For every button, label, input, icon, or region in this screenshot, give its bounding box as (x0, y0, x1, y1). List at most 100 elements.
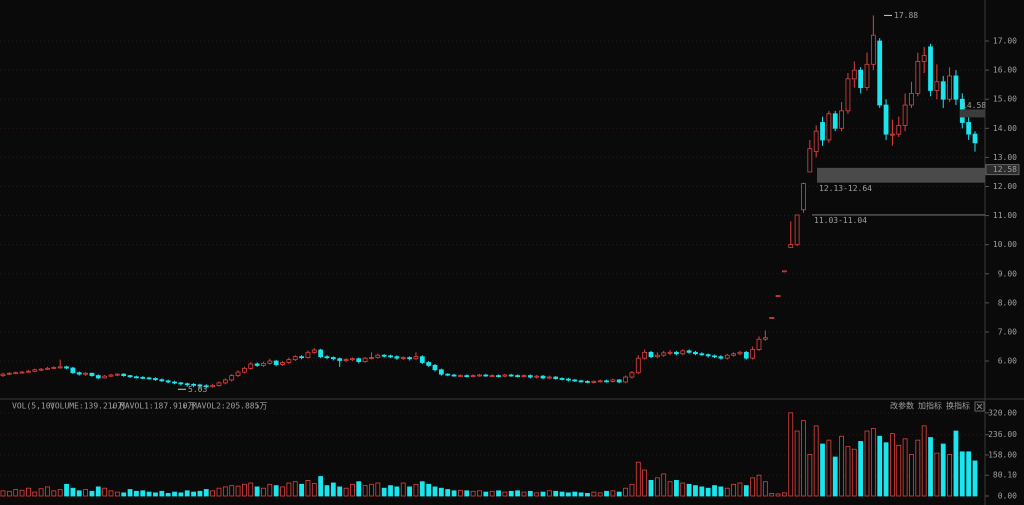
volume-bar (813, 425, 819, 497)
tool-button[interactable]: 换指标 (946, 401, 970, 411)
candle-body (407, 357, 412, 360)
volume-bar (89, 490, 95, 497)
candle-body (515, 375, 520, 377)
volume-bar (483, 491, 489, 497)
volume-bar (222, 486, 228, 497)
candle-body (248, 363, 254, 369)
candle-body (496, 375, 501, 377)
candle-body (191, 383, 196, 386)
candle-body (203, 385, 209, 388)
volume-bar (172, 491, 177, 497)
candle-body (235, 371, 241, 376)
volume-bar (57, 489, 63, 497)
close-box[interactable] (974, 401, 985, 412)
y-tick-label: 0.00 (998, 492, 1017, 501)
candle-body (546, 376, 552, 379)
candle-body (502, 374, 508, 377)
indicator-header: MAVOL2:205.885万 (192, 402, 267, 411)
candle-body (648, 351, 654, 358)
volume-bar (451, 490, 457, 497)
volume-bar (311, 483, 317, 497)
candle-body (724, 354, 730, 359)
volume-bar (667, 481, 673, 497)
candle-body (45, 367, 50, 370)
candle-body (731, 353, 736, 356)
candle-body (445, 373, 451, 376)
volume-bar (890, 433, 895, 497)
volume-bar (743, 485, 749, 497)
volume-bar (731, 483, 736, 497)
volume-bar (350, 483, 355, 497)
volume-bar (756, 474, 762, 497)
volume-bar (654, 477, 660, 497)
candle-body (13, 372, 19, 375)
volume-bar (489, 490, 495, 497)
candle-body (782, 270, 787, 273)
volume-bar (934, 452, 940, 497)
volume-bar (807, 454, 813, 497)
candle-body (610, 379, 616, 382)
volume-bar (343, 487, 349, 497)
y-tick-label: 9.00 (998, 269, 1017, 278)
candle-body (737, 351, 743, 355)
volume-bar (775, 493, 781, 497)
volume-bar (737, 482, 743, 497)
candle-body (540, 375, 546, 379)
candle-body (280, 362, 285, 365)
candle-body (680, 350, 686, 355)
volume-bar (318, 476, 324, 497)
volume-bar (693, 485, 698, 497)
volume-bar (6, 490, 12, 497)
candle-body (654, 354, 660, 358)
tool-button[interactable]: 改参数 (890, 401, 914, 411)
candle-body (146, 377, 152, 380)
y-tick-label: 12.00 (993, 182, 1017, 191)
volume-bar (915, 439, 921, 497)
volume-bar (432, 486, 438, 497)
volume-bar (534, 492, 540, 497)
volume-bar (635, 461, 641, 497)
volume-bar (134, 490, 139, 497)
volume-bar (400, 482, 406, 497)
volume-bar (712, 485, 717, 497)
candle-body (458, 375, 463, 377)
volume-bar (661, 473, 667, 497)
candle-body (242, 367, 247, 373)
candle-body (165, 380, 171, 383)
candle-body (813, 130, 819, 152)
candle-body (616, 379, 622, 383)
annotation-label: 5.03 (188, 385, 207, 394)
volume-bar (362, 485, 368, 497)
volume-bar (419, 481, 425, 497)
candle-body (375, 354, 381, 358)
volume-bar (70, 487, 76, 497)
candle-body (153, 378, 158, 381)
close-icon (976, 403, 983, 410)
candle-body (305, 351, 311, 358)
volume-bar (45, 486, 50, 497)
volume-bar (839, 435, 844, 497)
candle-body (686, 350, 692, 353)
volume-bar (642, 469, 648, 497)
y-tick-label: 158.00 (988, 450, 1017, 459)
volume-bar (438, 487, 444, 497)
volume-bar (108, 490, 114, 497)
volume-bar (242, 483, 247, 497)
candle-body (350, 358, 355, 361)
candle-body (432, 365, 438, 371)
volume-bar (521, 491, 527, 497)
candle-body (750, 349, 756, 359)
candle-body (947, 75, 952, 100)
candle-body (718, 356, 724, 359)
volume-bar (51, 490, 57, 497)
candle-body (400, 357, 406, 359)
candle-body (318, 349, 324, 358)
volume-bar (426, 483, 432, 497)
volume-bar (623, 487, 628, 497)
volume-bar (114, 491, 120, 497)
volume-bar (229, 485, 235, 497)
tool-button[interactable]: 加指标 (918, 401, 942, 411)
candle-body (642, 351, 648, 359)
